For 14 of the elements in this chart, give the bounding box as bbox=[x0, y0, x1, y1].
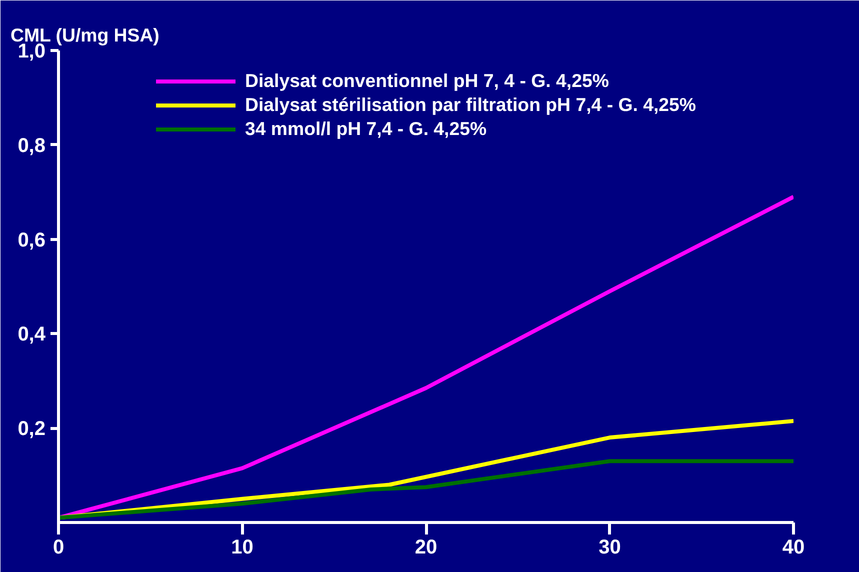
x-tick-label: 0 bbox=[52, 536, 64, 558]
x-tick-label: 10 bbox=[231, 536, 254, 558]
line-series bbox=[58, 459, 794, 520]
x-tick-label: 30 bbox=[598, 536, 621, 558]
legend-label: 34 mmol/l pH 7,4 - G. 4,25% bbox=[245, 118, 487, 140]
y-tick-label: 0,6 bbox=[18, 229, 46, 252]
legend-label: Dialysat conventionnel pH 7, 4 - G. 4,25% bbox=[245, 70, 609, 92]
x-tick-label: 40 bbox=[782, 536, 805, 558]
y-tick-label: 0,2 bbox=[18, 418, 46, 440]
y-tick-label: 1,0 bbox=[18, 40, 46, 62]
y-tick-label: 0,8 bbox=[18, 134, 46, 157]
legend-label: Dialysat stérilisation par filtration pH 7,4 - G. 4,25% bbox=[245, 94, 696, 116]
x-tick-label: 20 bbox=[414, 536, 438, 558]
y-tick-label: 0,4 bbox=[18, 324, 46, 346]
